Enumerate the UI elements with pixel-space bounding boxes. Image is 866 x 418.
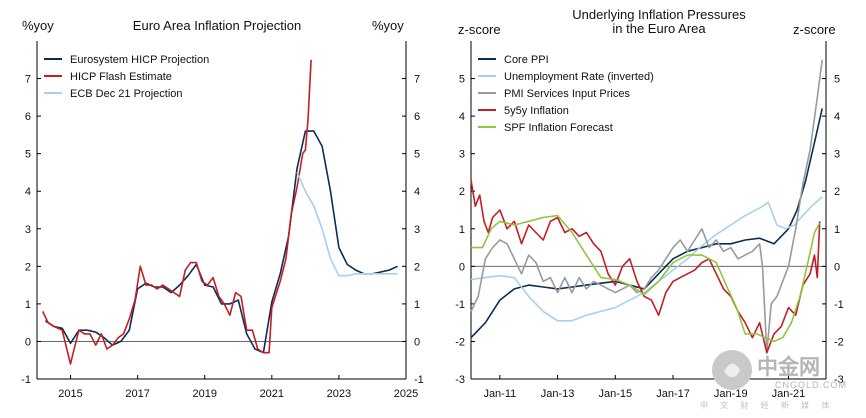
right-x-tick-label: Jan-19 bbox=[714, 388, 748, 400]
right-x-tick-label: Jan-21 bbox=[772, 388, 806, 400]
right-y-tick-label-left: 5 bbox=[459, 74, 465, 86]
right-legend-label-5y5y-inflation: 5y5y Inflation bbox=[504, 105, 569, 117]
right-series-unemployment-rate-inverted bbox=[470, 196, 823, 322]
left-x-tick-label: 2019 bbox=[192, 388, 216, 400]
right-legend-label-unemployment-rate-inverted: Unemployment Rate (inverted) bbox=[504, 71, 654, 83]
left-y-tick-label-left: 7 bbox=[25, 74, 31, 86]
right-y-axis-unit-right: z-score bbox=[793, 22, 836, 37]
left-panel-euro-area-inflation-projection: Euro Area Inflation Projection %yoy %yoy… bbox=[21, 18, 424, 400]
left-axes bbox=[36, 41, 407, 380]
left-series-ecb-dec-21-projection bbox=[296, 172, 398, 277]
right-tick-labels: -3 -3 -2 -2 -1 -1 0 0 1 1 2 2 3 3 4 4 5 5 Jan-11 Jan-13 Jan-… bbox=[455, 74, 844, 400]
left-x-tick-label: 2025 bbox=[394, 388, 418, 400]
right-y-tick-label-right: 1 bbox=[834, 224, 840, 236]
right-y-tick-label-left: 2 bbox=[459, 186, 465, 198]
left-y-axis-unit-left: %yoy bbox=[22, 18, 54, 33]
left-y-tick-label-left: 3 bbox=[25, 224, 31, 236]
right-y-axis-unit-left: z-score bbox=[458, 22, 501, 37]
left-y-tick-label-right: 3 bbox=[414, 224, 420, 236]
left-y-tick-label-left: 1 bbox=[25, 299, 31, 311]
right-legend-label-core-ppi: Core PPI bbox=[504, 54, 549, 66]
left-x-tick-label: 2023 bbox=[327, 388, 351, 400]
left-legend-label-eurosystem-hicp-projection: Eurosystem HICP Projection bbox=[70, 54, 209, 66]
right-y-tick-label-right: 2 bbox=[834, 186, 840, 198]
right-y-tick-label-left: -3 bbox=[455, 374, 465, 386]
right-axes bbox=[470, 41, 827, 380]
right-y-tick-label-left: 4 bbox=[459, 111, 465, 123]
right-y-tick-label-right: -2 bbox=[834, 336, 844, 348]
watermark-caption: 中 文 财 经 新 媒 体 bbox=[700, 400, 834, 410]
left-tick-labels: -1 -1 0 0 1 1 2 2 3 3 4 4 5 5 6 6 7 7 2015 2017 2019 2021 2023… bbox=[21, 74, 424, 400]
left-y-tick-label-right: 7 bbox=[414, 74, 420, 86]
watermark-logo-swirl-icon bbox=[724, 363, 740, 378]
right-y-tick-label-left: 3 bbox=[459, 149, 465, 161]
left-series-lines bbox=[41, 59, 398, 365]
right-chart-title-line-1: Underlying Inflation Pressures bbox=[572, 7, 746, 22]
right-y-tick-label-left: -1 bbox=[455, 299, 465, 311]
left-series-hicp-flash-estimate bbox=[41, 59, 312, 365]
left-y-tick-label-left: 4 bbox=[25, 186, 31, 198]
left-y-tick-label-left: 6 bbox=[25, 111, 31, 123]
left-y-tick-label-right: 1 bbox=[414, 299, 420, 311]
watermark-url: CNGOLD.COM bbox=[775, 380, 847, 390]
left-y-tick-label-right: 6 bbox=[414, 111, 420, 123]
right-y-tick-label-left: 0 bbox=[459, 261, 465, 273]
right-series-core-ppi bbox=[470, 108, 823, 339]
cngold-watermark: 中金网 CNGOLD.COM 中 文 财 经 新 媒 体 bbox=[700, 350, 847, 410]
left-y-tick-label-right: 4 bbox=[414, 186, 420, 198]
left-y-tick-label-right: -1 bbox=[414, 374, 424, 386]
left-series-eurosystem-hicp-projection bbox=[44, 130, 398, 354]
left-y-axis-unit-right: %yoy bbox=[372, 18, 404, 33]
right-y-tick-label-right: 5 bbox=[834, 74, 840, 86]
right-x-tick-label: Jan-17 bbox=[656, 388, 690, 400]
left-y-tick-label-left: 5 bbox=[25, 149, 31, 161]
left-y-tick-label-left: -1 bbox=[21, 374, 31, 386]
right-series-5y5y-inflation bbox=[470, 179, 821, 354]
left-legend: Eurosystem HICP Projection HICP Flash Est… bbox=[44, 54, 209, 100]
right-y-tick-label-right: -3 bbox=[834, 374, 844, 386]
right-legend: Core PPI Unemployment Rate (inverted) PMI … bbox=[478, 54, 654, 134]
left-y-tick-label-right: 2 bbox=[414, 261, 420, 273]
right-y-tick-label-right: 0 bbox=[834, 261, 840, 273]
left-y-tick-label-left: 0 bbox=[25, 336, 31, 348]
right-x-tick-label: Jan-15 bbox=[598, 388, 632, 400]
left-y-tick-label-right: 5 bbox=[414, 149, 420, 161]
right-y-tick-label-left: -2 bbox=[455, 336, 465, 348]
left-x-tick-label: 2021 bbox=[260, 388, 284, 400]
left-legend-label-hicp-flash-estimate: HICP Flash Estimate bbox=[70, 71, 172, 83]
left-x-tick-label: 2017 bbox=[125, 388, 149, 400]
left-legend-label-ecb-dec-21-projection: ECB Dec 21 Projection bbox=[70, 88, 183, 100]
right-x-tick-label: Jan-11 bbox=[483, 388, 516, 400]
right-legend-label-spf-inflation-forecast: SPF Inflation Forecast bbox=[504, 122, 613, 134]
right-y-tick-label-right: -1 bbox=[834, 299, 844, 311]
right-series-pmi-services-input-prices bbox=[470, 59, 823, 354]
right-panel-underlying-inflation-pressures: Underlying Inflation Pressures in the Eu… bbox=[455, 7, 844, 400]
watermark-logo-text: 中金网 bbox=[757, 355, 820, 379]
right-y-tick-label-right: 4 bbox=[834, 111, 840, 123]
right-y-tick-label-left: 1 bbox=[459, 224, 465, 236]
left-x-tick-label: 2015 bbox=[58, 388, 82, 400]
right-series-lines bbox=[470, 59, 823, 354]
right-legend-label-pmi-services-input-prices: PMI Services Input Prices bbox=[504, 88, 630, 100]
left-y-tick-label-right: 0 bbox=[414, 336, 420, 348]
right-x-tick-label: Jan-13 bbox=[541, 388, 575, 400]
left-chart-title: Euro Area Inflation Projection bbox=[133, 18, 301, 33]
right-series-spf-inflation-forecast bbox=[471, 214, 821, 343]
right-y-tick-label-right: 3 bbox=[834, 149, 840, 161]
left-y-tick-label-left: 2 bbox=[25, 261, 31, 273]
right-chart-title-line-2: in the Euro Area bbox=[612, 21, 706, 36]
